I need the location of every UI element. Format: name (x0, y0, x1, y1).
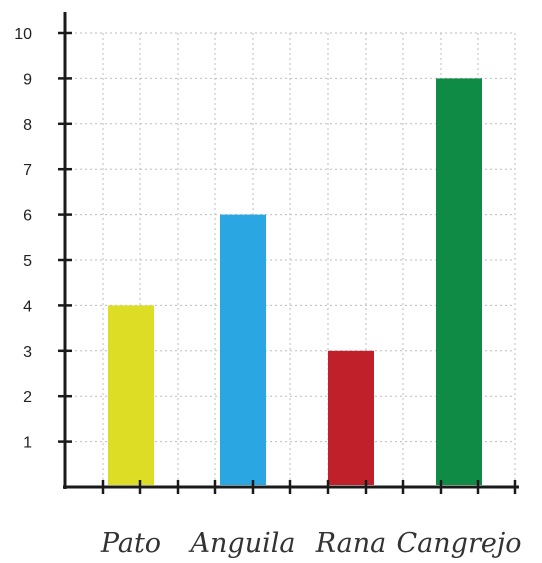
y-tick-label: 10 (14, 26, 32, 43)
y-tick-label: 4 (23, 298, 32, 315)
bar-anguila (220, 214, 266, 485)
y-tick-label: 3 (23, 344, 32, 361)
bar-cangrejo (436, 78, 482, 486)
x-axis-ticks (101, 480, 517, 494)
y-tick-label: 1 (23, 435, 32, 452)
y-tick-label: 9 (23, 71, 32, 88)
y-tick-label: 7 (23, 162, 32, 179)
category-label-rana: Rana (315, 528, 387, 559)
y-tick-label: 8 (23, 117, 32, 134)
category-label-cangrejo: Cangrejo (397, 528, 522, 559)
y-axis-ticks: 1 2 3 4 5 6 7 8 9 10 (14, 26, 72, 452)
category-labels: Pato Anguila Rana Cangrejo (100, 528, 522, 559)
category-label-pato: Pato (100, 528, 161, 559)
bar-rana (328, 350, 374, 485)
y-tick-label: 2 (23, 389, 32, 406)
bar-pato (108, 305, 154, 485)
y-tick-label: 6 (23, 208, 32, 225)
category-label-anguila: Anguila (188, 528, 296, 559)
y-tick-label: 5 (23, 253, 32, 270)
bars (108, 78, 482, 486)
